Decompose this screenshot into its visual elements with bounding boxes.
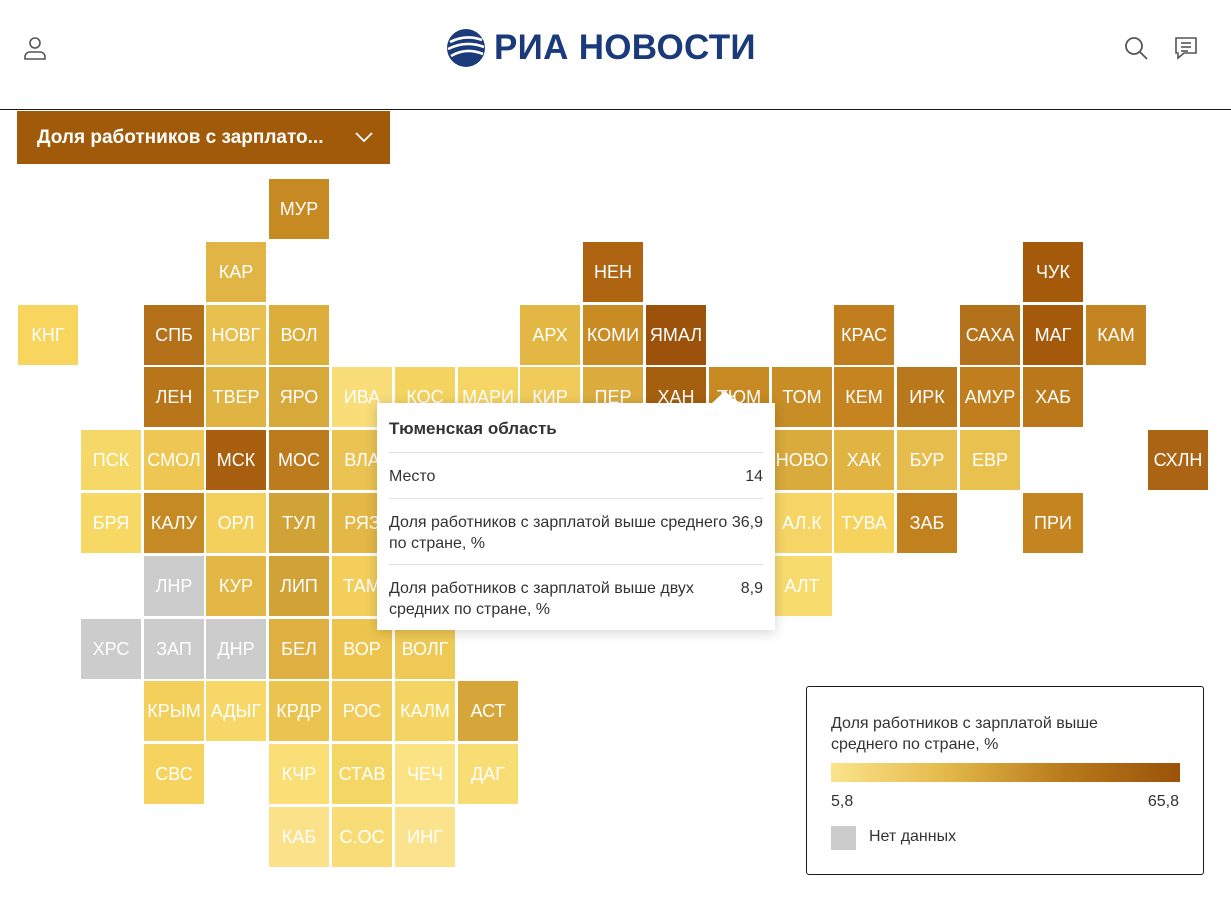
region-tile[interactable]: КАЛМ [395, 681, 455, 741]
region-tile[interactable]: МОС [269, 430, 329, 490]
indicator-dropdown[interactable]: Доля работников с зарплато... [17, 111, 390, 164]
region-tile[interactable]: КРЫМ [144, 681, 204, 741]
tooltip-label: Место [389, 468, 436, 485]
legend-title: Доля работников с зарплатой выше среднег… [831, 715, 1098, 753]
region-tile[interactable]: ТОМ [772, 367, 832, 427]
region-tile[interactable]: СМОЛ [144, 430, 204, 490]
site-header: РИА НОВОСТИ [0, 0, 1231, 110]
region-tile[interactable]: АЛТ [772, 556, 832, 616]
region-tile[interactable]: АЛ.К [772, 493, 832, 553]
no-data-swatch [831, 826, 856, 850]
region-tile[interactable]: ТУВА [834, 493, 894, 553]
tooltip-row-share-above-avg: Доля работников с зарплатой выше среднег… [389, 498, 763, 565]
tooltip-row-rank: Место 14 [389, 452, 763, 499]
region-tile[interactable]: СХЛН [1148, 430, 1208, 490]
region-tile[interactable]: ДАГ [458, 744, 518, 804]
region-tile[interactable]: ТУЛ [269, 493, 329, 553]
region-tile[interactable]: КЧР [269, 744, 329, 804]
tooltip-label: Доля работников с зарплатой выше среднег… [389, 514, 728, 552]
tooltip-row-share-above-two-avg: Доля работников с зарплатой выше двух ср… [389, 564, 763, 631]
region-tile[interactable]: СВС [144, 744, 204, 804]
region-tile[interactable]: КНГ [18, 305, 78, 365]
user-icon[interactable] [17, 30, 53, 66]
region-tile[interactable]: КАЛУ [144, 493, 204, 553]
region-tile[interactable]: БУР [897, 430, 957, 490]
search-icon[interactable] [1118, 30, 1154, 66]
region-tile[interactable]: КРДР [269, 681, 329, 741]
region-tile[interactable]: САХА [960, 305, 1020, 365]
region-tile[interactable]: АДЫГ [206, 681, 266, 741]
region-tile[interactable]: СТАВ [332, 744, 392, 804]
chevron-down-icon [354, 127, 374, 153]
region-tile[interactable]: МСК [206, 430, 266, 490]
region-tile[interactable]: ЗАП [144, 619, 204, 679]
region-tile[interactable]: НЕН [583, 242, 643, 302]
region-tile[interactable]: ЯРО [269, 367, 329, 427]
region-tile[interactable]: ЯМАЛ [646, 305, 706, 365]
region-tile[interactable]: ЛИП [269, 556, 329, 616]
tooltip-arrow [711, 391, 739, 404]
tooltip-label: Доля работников с зарплатой выше двух ср… [389, 580, 694, 618]
chat-icon[interactable] [1168, 30, 1204, 66]
region-tile[interactable]: АСТ [458, 681, 518, 741]
map-legend: Доля работников с зарплатой выше среднег… [806, 686, 1204, 875]
no-data-label: Нет данных [869, 828, 957, 845]
region-tile[interactable]: КЕМ [834, 367, 894, 427]
region-tile[interactable]: РОС [332, 681, 392, 741]
brand-name: РИА НОВОСТИ [494, 28, 756, 67]
ria-logo[interactable]: РИА НОВОСТИ [446, 26, 756, 70]
region-tile[interactable]: НОВГ [206, 305, 266, 365]
region-tile[interactable]: ИРК [897, 367, 957, 427]
region-tile[interactable]: АРХ [520, 305, 580, 365]
legend-min-value: 5,8 [831, 793, 854, 810]
region-tile[interactable]: ХРС [81, 619, 141, 679]
region-tile[interactable]: ЧЕЧ [395, 744, 455, 804]
region-tile[interactable]: ХАБ [1023, 367, 1083, 427]
region-tile[interactable]: КАБ [269, 807, 329, 867]
region-tile[interactable]: ИНГ [395, 807, 455, 867]
region-tile[interactable]: КРАС [834, 305, 894, 365]
indicator-dropdown-label: Доля работников с зарплато... [37, 126, 324, 148]
region-tile[interactable]: ЗАБ [897, 493, 957, 553]
region-tile[interactable]: СПБ [144, 305, 204, 365]
region-tooltip: Тюменская область Место 14 Доля работник… [377, 391, 775, 631]
region-tile[interactable]: АМУР [960, 367, 1020, 427]
region-tile[interactable]: БЕЛ [269, 619, 329, 679]
region-tile[interactable]: ДНР [206, 619, 266, 679]
tooltip-title: Тюменская область [389, 419, 557, 438]
region-tile[interactable]: ПРИ [1023, 493, 1083, 553]
tooltip-value: 36,9 [731, 514, 763, 531]
region-tile[interactable]: ЛЕН [144, 367, 204, 427]
tooltip-value: 14 [745, 468, 763, 485]
legend-gradient-bar [831, 763, 1180, 782]
region-tile[interactable]: ХАК [834, 430, 894, 490]
region-tile[interactable]: С.ОС [332, 807, 392, 867]
region-tile[interactable]: ТВЕР [206, 367, 266, 427]
region-tile[interactable]: ВОЛ [269, 305, 329, 365]
ria-globe-icon [447, 29, 485, 67]
region-tile[interactable]: КУР [206, 556, 266, 616]
region-tile[interactable]: НОВО [772, 430, 832, 490]
legend-max-value: 65,8 [1147, 793, 1179, 810]
region-tile[interactable]: БРЯ [81, 493, 141, 553]
region-tile[interactable]: ПСК [81, 430, 141, 490]
region-tile[interactable]: ОРЛ [206, 493, 266, 553]
region-tile[interactable]: КОМИ [583, 305, 643, 365]
region-tile[interactable]: МУР [269, 179, 329, 239]
region-tile[interactable]: КАМ [1086, 305, 1146, 365]
tooltip-value: 8,9 [740, 580, 763, 597]
region-tile[interactable]: КАР [206, 242, 266, 302]
region-tile[interactable]: ЧУК [1023, 242, 1083, 302]
region-tile[interactable]: МАГ [1023, 305, 1083, 365]
region-tile[interactable]: ЛНР [144, 556, 204, 616]
region-tile[interactable]: ЕВР [960, 430, 1020, 490]
